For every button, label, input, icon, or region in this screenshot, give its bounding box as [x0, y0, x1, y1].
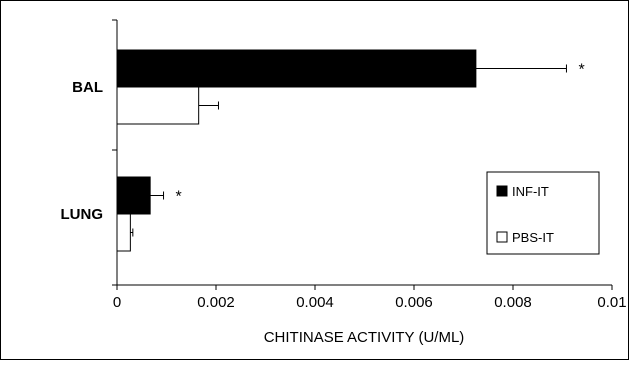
bar — [116, 86, 200, 125]
legend-label-pbs-it: PBS-IT — [512, 230, 554, 245]
significance-marker: * — [578, 62, 584, 79]
significance-marker: * — [176, 189, 182, 206]
x-tick-label: 0.01 — [597, 294, 626, 311]
x-tick-label: 0.002 — [197, 294, 235, 311]
plot-layer: 0 0.002 0.004 0.006 0.008 0.01 BAL * LUNG * — [61, 19, 627, 311]
x-axis-title: CHITINASE ACTIVITY (U/ML) — [264, 329, 465, 346]
bar — [116, 49, 477, 88]
x-tick-label: 0.004 — [296, 294, 334, 311]
legend: INF-IT PBS-IT — [486, 171, 600, 255]
legend-swatch-inf-it — [496, 185, 508, 197]
bar — [116, 213, 131, 252]
x-tick-label: 0 — [113, 294, 121, 311]
legend-label-inf-it: INF-IT — [512, 184, 549, 199]
bar — [116, 176, 151, 215]
y-category-label: LUNG — [61, 206, 104, 223]
y-category-label: BAL — [72, 79, 103, 96]
legend-swatch-pbs-it — [496, 231, 508, 243]
x-tick-label: 0.006 — [395, 294, 433, 311]
x-tick-label: 0.008 — [494, 294, 532, 311]
